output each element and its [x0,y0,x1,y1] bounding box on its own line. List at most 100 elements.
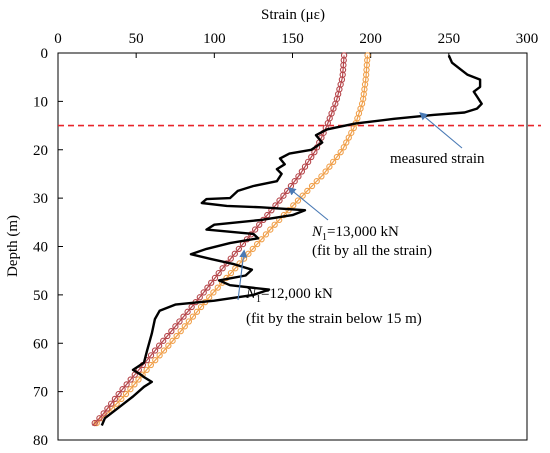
fit-13000kN-marker [326,163,333,170]
fit-12000kN-marker [147,352,155,359]
y-tick-label: 80 [33,433,48,449]
fit-12000kN-marker [235,245,243,253]
fit-13000kN-marker [322,168,329,175]
fit-13000kN-marker [214,284,221,291]
fit-12000kN-marker [215,269,222,277]
x-tick-label: 50 [129,31,144,47]
fit-12000kN-marker [196,294,203,301]
fit-13000kN-marker [118,395,125,403]
fit-13000kN-marker [177,328,184,335]
y-tick-label: 20 [33,143,48,159]
fit-12000kN-marker [188,303,195,311]
fit-12000kN-marker [96,415,103,422]
fit-13000kN-marker [258,236,265,243]
annotation-measured-strain: measured strain [390,151,485,167]
fit-12000kN-marker [104,405,111,412]
fit-13000kN-marker [262,231,270,238]
fit-12000kN-marker [119,386,126,393]
x-tick-label: 150 [281,31,304,47]
annotation-arrow-12000 [237,249,248,301]
fit-13000kN-marker [135,376,142,383]
fit-13000kN-marker [227,269,235,277]
fit-12000kN-marker [100,410,107,417]
fit-13000kN-marker [173,332,180,340]
fit-12000kN-marker [160,337,167,344]
y-tick-label: 10 [33,94,48,110]
fit-13000kN-marker [294,197,302,204]
fit-13000kN-marker [197,303,205,311]
fit-12000kN-marker [115,390,122,398]
fit-13000kN-marker [350,124,357,132]
fit-12000kN-marker [176,318,183,325]
fit-12000kN-marker [308,153,315,161]
fit-12000kN-marker [151,347,159,354]
annotation-12000-label: N1=12,000 kN [245,286,333,305]
fit-13000kN-marker [329,158,337,165]
fit-13000kN-marker [304,187,311,195]
fit-12000kN-marker [276,197,283,204]
fit-12000kN-marker [91,419,98,427]
annotation-13000-note: (fit by all the strain) [312,243,432,259]
annotation-arrow-13000 [287,187,329,221]
fit-13000kN-marker [165,342,172,349]
fit-13000kN-marker [127,386,134,393]
fit-13000kN-marker [181,323,188,330]
fit-13000kN-marker [143,366,150,374]
fit-12000kN-marker [127,376,134,383]
fit-12000kN-marker [301,163,309,170]
fit-12000kN-marker [200,289,207,296]
fit-12000kN-marker [184,308,191,315]
fit-13000kN-marker [318,173,325,180]
fit-12000kN-marker [204,284,211,291]
fit-13000kN-marker [267,226,274,233]
fit-12000kN-marker [172,323,179,330]
fit-12000kN-marker [108,400,115,407]
x-tick-label: 100 [203,31,226,47]
x-tick-label: 250 [438,31,461,47]
fit-13000kN-marker [156,352,163,359]
fit-13000kN-marker [343,139,350,146]
y-axis-label: Depth (m) [5,215,21,277]
fit-13000kN-marker [340,144,347,151]
fit-13000kN-marker [152,357,159,364]
fit-13000kN-marker [210,289,217,296]
fit-13000kN-marker [189,313,197,320]
fit-12000kN-marker [164,332,171,340]
x-tick-label: 300 [516,31,539,47]
fit-13000kN-marker [160,347,168,354]
fit-13000kN-marker [333,153,341,161]
fit-12000kN-marker [291,178,298,185]
annotation-arrow-measured [419,112,463,149]
fit-13000kN-marker [290,202,297,209]
fit-12000kN-marker [280,192,287,199]
x-tick-label: 200 [359,31,382,47]
fit-13000kN-marker [185,318,193,325]
fit-13000kN-marker [206,294,213,301]
y-tick-label: 30 [33,191,48,207]
fit-12000kN-marker [123,381,130,388]
fit-12000kN-marker [155,342,163,349]
fit-12000kN-marker [256,221,263,228]
y-tick-label: 40 [33,240,48,256]
annotation-13000-label: N1=13,000 kN [311,224,399,243]
fit-line-12000kN [91,55,345,426]
fit-13000kN-marker [131,381,138,388]
annotation-12000-note: (fit by the strain below 15 m) [246,311,422,327]
fit-13000kN-marker [348,129,355,136]
fit-12000kN-marker [111,395,119,403]
fit-12000kN-marker [168,328,175,335]
fit-13000kN-marker [337,149,344,156]
fit-12000kN-marker [295,173,302,180]
fit-12000kN-marker [208,279,215,286]
fit-12000kN-marker [231,250,238,257]
fit-13000kN-marker [254,240,261,248]
fit-12000kN-marker [304,158,312,165]
fit-12000kN-marker [180,313,187,320]
measured-strain-line [100,54,483,426]
fit-13000kN-marker [169,337,176,344]
y-tick-label: 0 [41,46,49,62]
fit-12000kN-marker [311,149,318,156]
fit-13000kN-marker [308,182,316,190]
fit-13000kN-marker [147,361,155,369]
